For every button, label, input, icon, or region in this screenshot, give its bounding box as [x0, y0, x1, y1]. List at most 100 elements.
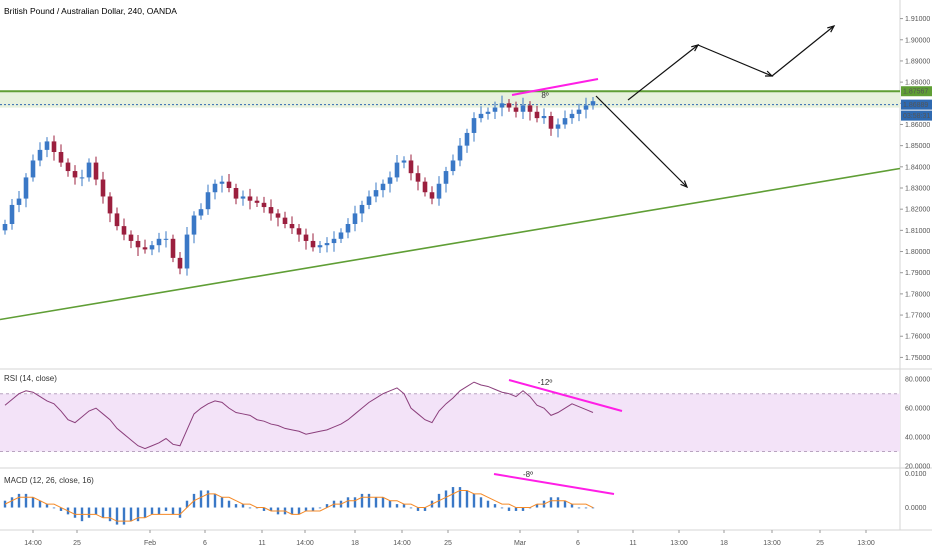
macd-bar[interactable]: [73, 507, 77, 518]
candle[interactable]: [240, 196, 246, 199]
candle[interactable]: [177, 257, 183, 269]
candle[interactable]: [352, 213, 358, 224]
candle[interactable]: [408, 160, 414, 174]
macd-bar[interactable]: [304, 507, 308, 511]
macd-bar[interactable]: [101, 507, 105, 518]
rsi-line[interactable]: [4, 381, 594, 450]
candle[interactable]: [156, 238, 162, 246]
candle[interactable]: [590, 101, 596, 106]
candle[interactable]: [135, 240, 141, 248]
macd-bar[interactable]: [290, 507, 294, 515]
macd-bar[interactable]: [297, 507, 301, 515]
macd-bar[interactable]: [17, 493, 21, 508]
candle[interactable]: [485, 111, 491, 114]
macd-bar[interactable]: [157, 507, 161, 515]
candle[interactable]: [478, 113, 484, 119]
macd-bar[interactable]: [584, 507, 588, 509]
candle[interactable]: [387, 177, 393, 184]
candle[interactable]: [233, 188, 239, 199]
candle[interactable]: [513, 107, 519, 112]
macd-bar[interactable]: [87, 507, 91, 518]
macd-bar[interactable]: [31, 497, 35, 508]
candle[interactable]: [93, 162, 99, 180]
macd-bar[interactable]: [171, 507, 175, 515]
macd-bar[interactable]: [122, 507, 126, 525]
macd-bar[interactable]: [59, 507, 63, 511]
candle[interactable]: [527, 105, 533, 112]
candle[interactable]: [191, 215, 197, 235]
candle[interactable]: [338, 232, 344, 239]
macd-bar[interactable]: [458, 487, 462, 508]
candle[interactable]: [345, 224, 351, 233]
candle[interactable]: [163, 238, 169, 240]
macd-bar[interactable]: [213, 493, 217, 508]
candle[interactable]: [289, 224, 295, 229]
candle[interactable]: [310, 240, 316, 248]
macd-bar[interactable]: [269, 507, 273, 511]
candle[interactable]: [79, 177, 85, 179]
macd-bar[interactable]: [227, 500, 231, 508]
macd-bar[interactable]: [570, 504, 574, 508]
candle[interactable]: [86, 162, 92, 178]
macd-bar[interactable]: [206, 490, 210, 508]
candle[interactable]: [170, 238, 176, 258]
candle[interactable]: [212, 183, 218, 193]
candle[interactable]: [296, 228, 302, 235]
macd-bar[interactable]: [143, 507, 147, 518]
macd-bar[interactable]: [472, 493, 476, 508]
macd-bar[interactable]: [395, 504, 399, 508]
candle[interactable]: [65, 162, 71, 172]
candle[interactable]: [205, 192, 211, 210]
support-trendline[interactable]: [0, 167, 901, 321]
macd-bar[interactable]: [115, 507, 119, 525]
macd-bar[interactable]: [199, 490, 203, 508]
candle[interactable]: [436, 183, 442, 199]
candle[interactable]: [219, 181, 225, 184]
macd-bar[interactable]: [248, 507, 252, 509]
macd-bar[interactable]: [185, 500, 189, 508]
candle[interactable]: [499, 103, 505, 108]
candle[interactable]: [471, 118, 477, 133]
candle[interactable]: [2, 224, 8, 231]
macd-bar[interactable]: [94, 507, 98, 515]
macd-bar[interactable]: [150, 507, 154, 515]
macd-bar[interactable]: [493, 504, 497, 508]
macd-bar[interactable]: [423, 507, 427, 511]
candle[interactable]: [415, 173, 421, 182]
candle[interactable]: [394, 162, 400, 178]
candle[interactable]: [534, 111, 540, 119]
candle[interactable]: [359, 204, 365, 214]
candle[interactable]: [555, 124, 561, 129]
macd-bar[interactable]: [220, 497, 224, 508]
macd-divergence-line[interactable]: [493, 473, 615, 495]
macd-bar[interactable]: [178, 507, 182, 518]
candle[interactable]: [184, 234, 190, 269]
candle[interactable]: [16, 198, 22, 205]
candle[interactable]: [331, 238, 337, 244]
resistance-zone[interactable]: [0, 91, 900, 108]
candle[interactable]: [114, 213, 120, 227]
candle[interactable]: [247, 196, 253, 201]
candle[interactable]: [121, 226, 127, 235]
macd-bar[interactable]: [521, 507, 525, 511]
candle[interactable]: [569, 113, 575, 119]
candle[interactable]: [142, 247, 148, 250]
candle[interactable]: [268, 207, 274, 214]
candle[interactable]: [128, 234, 134, 241]
macd-bar[interactable]: [451, 487, 455, 508]
candle[interactable]: [226, 181, 232, 188]
candle[interactable]: [576, 109, 582, 114]
macd-bar[interactable]: [346, 497, 350, 508]
candle[interactable]: [380, 183, 386, 191]
macd-bar[interactable]: [45, 504, 49, 508]
macd-bar[interactable]: [444, 490, 448, 508]
macd-bar[interactable]: [129, 507, 133, 522]
candle[interactable]: [422, 181, 428, 193]
macd-bar[interactable]: [164, 507, 168, 511]
candle[interactable]: [303, 234, 309, 241]
candle[interactable]: [506, 103, 512, 108]
candle[interactable]: [548, 116, 554, 129]
macd-bar[interactable]: [556, 497, 560, 508]
macd-bar[interactable]: [367, 493, 371, 508]
